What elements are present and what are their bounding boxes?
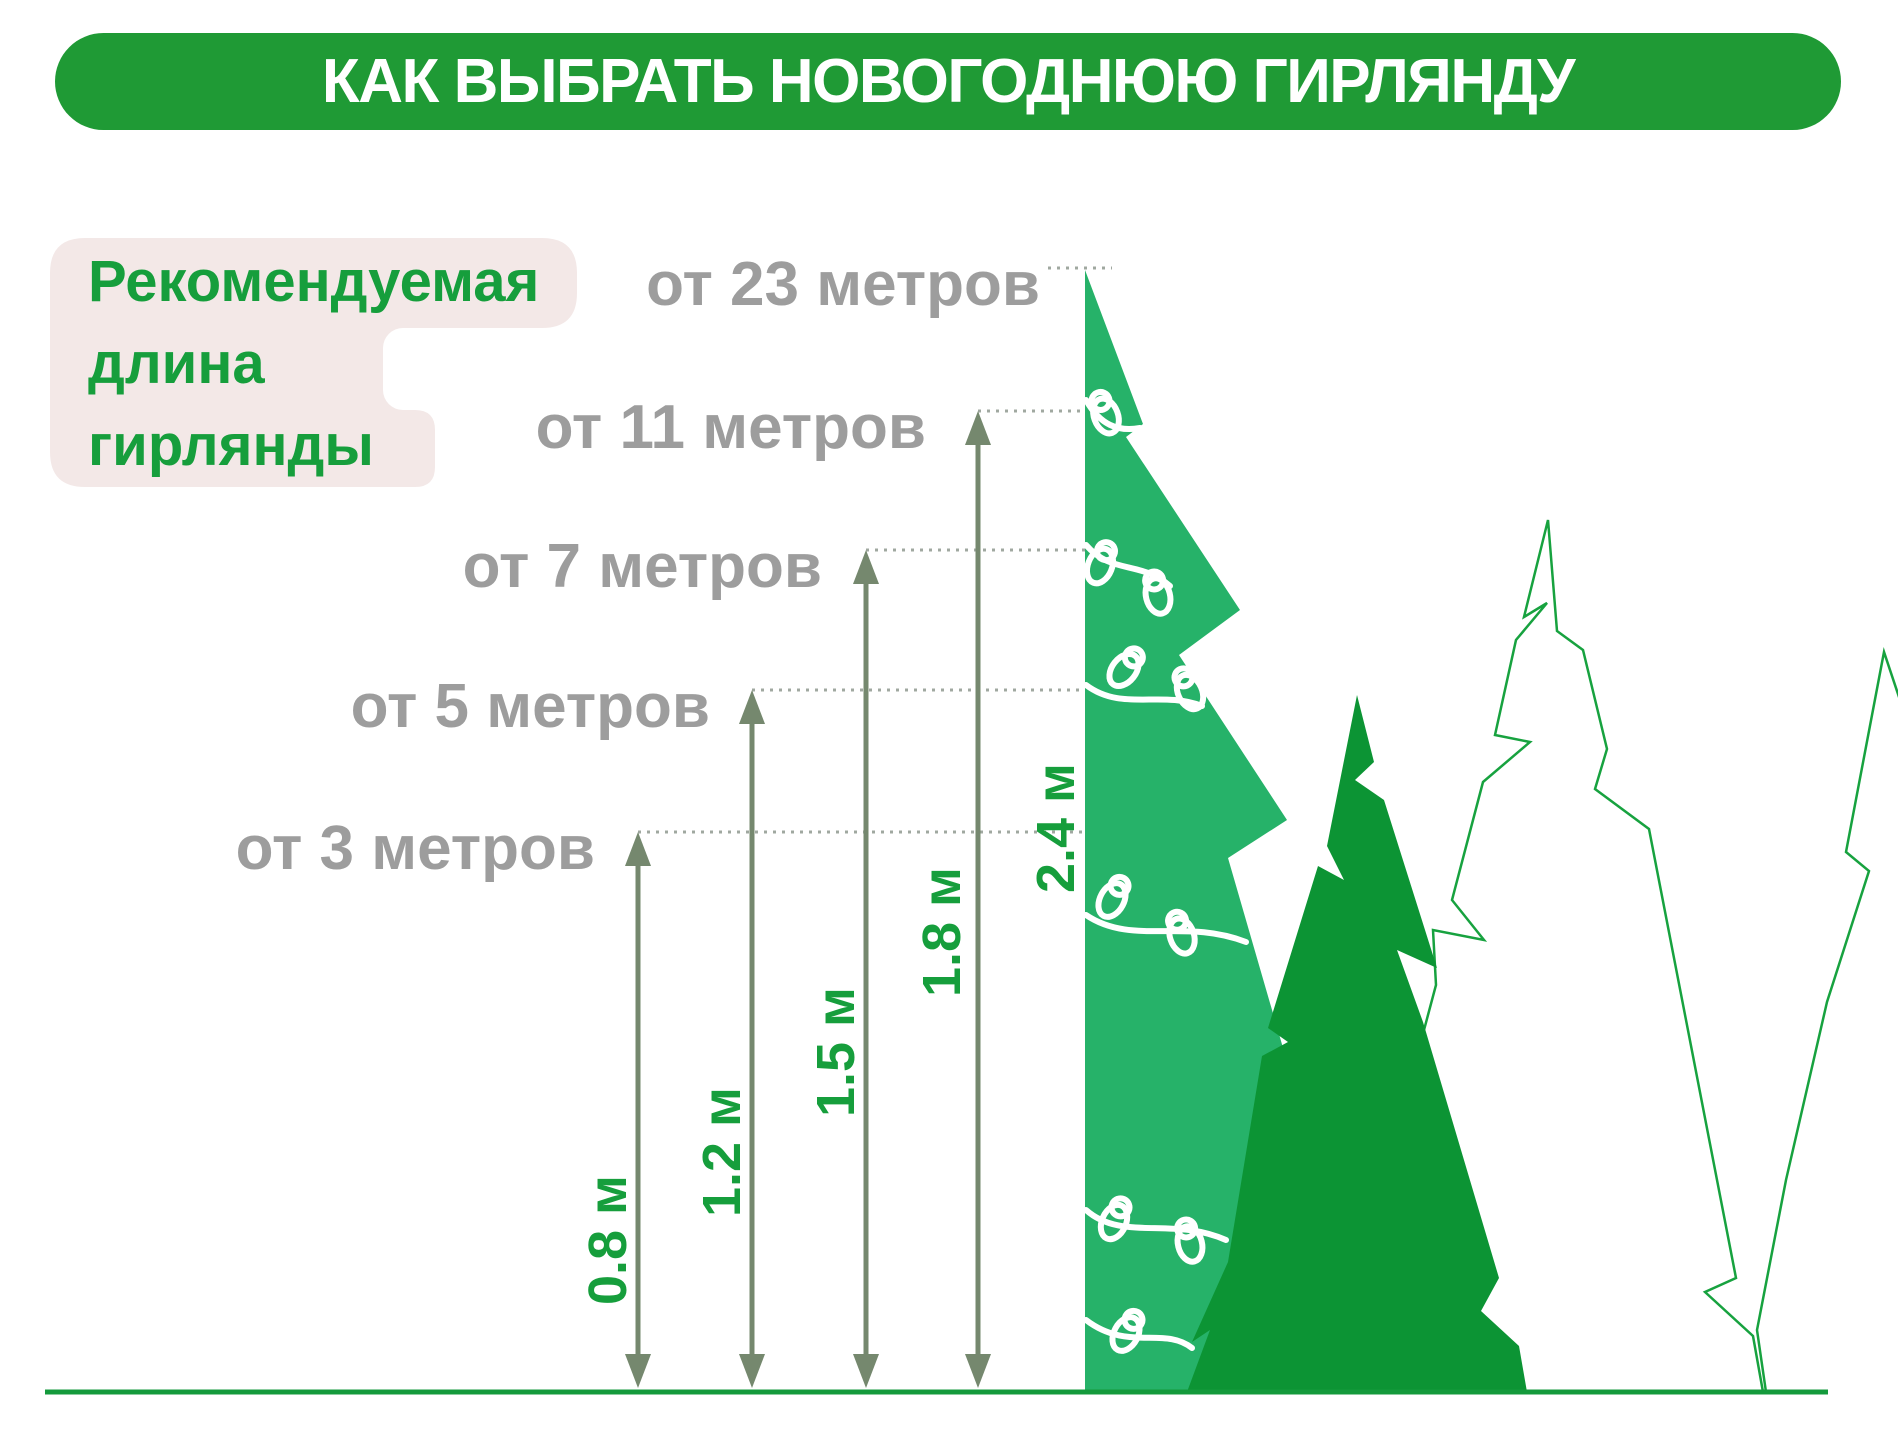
height-arrows [625,411,991,1388]
title-banner: КАК ВЫБРАТЬ НОВОГОДНЮЮ ГИРЛЯНДУ [55,33,1841,130]
garland-lights [1083,388,1249,1354]
dark-tree-shape [1187,695,1527,1392]
arrow-1-5m [853,550,879,1388]
garland-label-3m: от 3 метров [235,814,595,883]
height-label-1-2m: 1.2 м [692,1086,752,1218]
garland-label-23m: от 23 метров [646,250,1040,319]
height-label-0-8m: 0.8 м [578,1174,638,1306]
callout-bubble [50,238,577,487]
garland-label-7m: от 7 метров [462,532,822,601]
arrow-1-8m [965,411,991,1388]
arrow-1-2m [739,690,765,1388]
poster-title: КАК ВЫБРАТЬ НОВОГОДНЮЮ ГИРЛЯНДУ [321,47,1576,116]
callout-label: Рекомендуемая длина гирлянды [88,249,540,478]
garland-label-11m: от 11 метров [535,393,926,462]
garland-label-5m: от 5 метров [350,672,710,741]
height-label-1-5m: 1.5 м [806,986,866,1118]
arrow-0-8m [625,832,651,1388]
height-label-1-8m: 1.8 м [912,866,972,998]
outline-tree-partial [1755,647,1898,1393]
height-label-2-4m: 2.4 м [1026,762,1086,894]
